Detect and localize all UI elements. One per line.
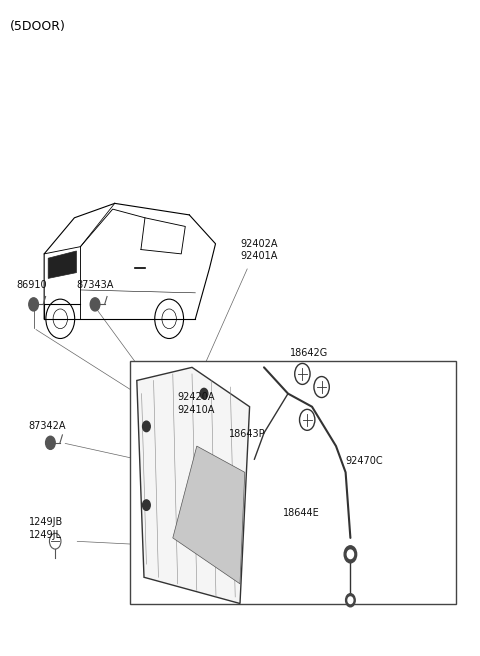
- Text: 18644E: 18644E: [283, 508, 320, 518]
- Text: 92402A: 92402A: [240, 239, 277, 249]
- Bar: [130, 361, 456, 604]
- Circle shape: [200, 388, 208, 399]
- Circle shape: [346, 594, 355, 607]
- Text: 92470C: 92470C: [346, 455, 383, 466]
- Text: 18642G: 18642G: [290, 348, 329, 358]
- Text: 87343A: 87343A: [77, 280, 114, 291]
- Circle shape: [90, 298, 100, 311]
- Text: 1249JB: 1249JB: [29, 516, 63, 527]
- Polygon shape: [137, 367, 250, 604]
- Polygon shape: [48, 251, 76, 278]
- Circle shape: [348, 597, 353, 604]
- Circle shape: [344, 546, 357, 563]
- Circle shape: [143, 421, 150, 432]
- Text: (5DOOR): (5DOOR): [10, 20, 65, 33]
- Text: 86910: 86910: [17, 280, 48, 291]
- Text: 92410A: 92410A: [178, 405, 215, 415]
- Circle shape: [347, 550, 353, 559]
- Text: 92420A: 92420A: [178, 392, 215, 402]
- Circle shape: [29, 298, 38, 311]
- Polygon shape: [173, 446, 245, 584]
- Text: 87342A: 87342A: [29, 421, 66, 432]
- Circle shape: [46, 436, 55, 449]
- Text: 18643P: 18643P: [229, 429, 266, 440]
- Text: 1249JL: 1249JL: [29, 529, 62, 540]
- Text: 92401A: 92401A: [240, 251, 277, 261]
- Circle shape: [143, 500, 150, 510]
